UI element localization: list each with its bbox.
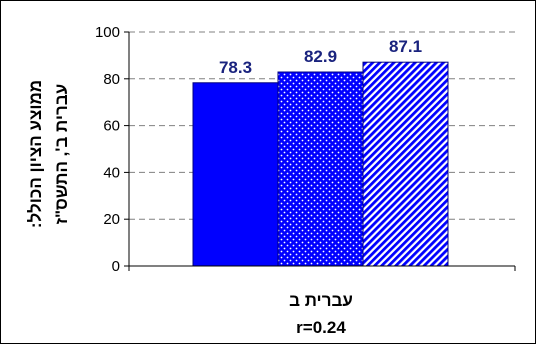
x-axis-category-label: עברית ב (289, 291, 353, 310)
y-tick-label: 80 (103, 71, 120, 88)
data-label-3: 87.1 (389, 37, 422, 56)
bar-2 (277, 71, 364, 267)
y-tick-label: 40 (103, 164, 120, 181)
data-labels: 78.3 82.9 87.1 (219, 37, 422, 77)
y-tick-label: 20 (103, 211, 120, 228)
y-tick-label: 60 (103, 118, 120, 135)
y-axis-title-line2: עברית ב', התשס"ז (52, 84, 71, 224)
y-tick-labels: 0 20 40 60 80 100 (95, 24, 120, 275)
data-label-1: 78.3 (219, 58, 252, 77)
bar-1 (192, 82, 279, 267)
axes (124, 31, 516, 271)
y-tick-label: 0 (112, 258, 120, 275)
y-tick-label: 100 (95, 24, 120, 41)
bars (192, 61, 449, 267)
correlation-label: r=0.24 (296, 318, 346, 337)
bar-3 (362, 61, 449, 267)
data-label-2: 82.9 (304, 47, 337, 66)
y-axis-title-line1: ממוצע הציון הכולל: (26, 80, 45, 228)
